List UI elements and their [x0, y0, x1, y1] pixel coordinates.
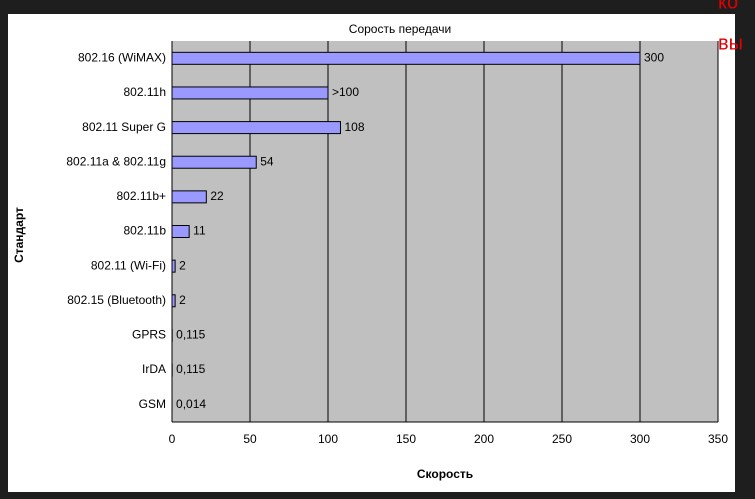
x-tick-label: 250	[552, 432, 572, 446]
value-label: 2	[179, 258, 186, 272]
value-label: 0,115	[176, 362, 205, 376]
y-tick-label: 802.11h	[124, 85, 167, 99]
bar	[171, 294, 176, 308]
value-label: 11	[193, 224, 206, 238]
x-tick-label: 0	[169, 432, 176, 446]
y-tick-label: GSM	[139, 397, 166, 411]
x-tick-label: 350	[708, 432, 728, 446]
value-label: 54	[260, 154, 274, 168]
y-tick-label: 802.15 (Bluetooth)	[67, 293, 166, 307]
bar	[171, 155, 257, 169]
chart-title: Сорость передачи	[349, 22, 451, 36]
bar	[171, 190, 207, 204]
bar	[171, 121, 341, 135]
value-label: 0,115	[176, 328, 205, 342]
x-tick-label: 150	[396, 432, 416, 446]
y-tick-label: 802.11b+	[117, 189, 167, 203]
value-label: 300	[644, 50, 664, 64]
plot-area	[172, 41, 718, 422]
bar	[171, 51, 641, 65]
y-tick-label: 802.11b	[124, 224, 167, 238]
bar	[171, 259, 176, 273]
value-label: 2	[179, 293, 186, 307]
x-tick-label: 200	[474, 432, 494, 446]
y-tick-label: 802.11 (Wi-Fi)	[91, 258, 166, 272]
x-tick-label: 50	[243, 432, 257, 446]
x-axis-label: Скорость	[417, 467, 473, 481]
annotation: ко	[718, 0, 738, 13]
y-tick-label: GPRS	[132, 328, 166, 342]
value-label: 108	[344, 120, 364, 134]
y-tick-label: IrDA	[142, 362, 166, 376]
y-tick-label: 802.11a & 802.11g	[66, 154, 166, 168]
annotation: вы	[718, 32, 743, 54]
y-axis-label: Стандарт	[12, 207, 26, 263]
y-tick-label: 802.11 Super G	[82, 120, 166, 134]
bar	[171, 225, 190, 238]
y-tick-label: 802.16 (WiMAX)	[78, 50, 166, 64]
value-label: 22	[210, 189, 224, 203]
bar	[171, 86, 329, 100]
plot: 0 50 100 150 200 250 300 350 802.16 (WiMAX) 300 80…	[66, 41, 728, 446]
x-tick-label: 100	[318, 432, 338, 446]
value-label: 0,014	[176, 397, 206, 411]
value-label: >100	[332, 85, 359, 99]
x-tick-label: 300	[630, 432, 650, 446]
